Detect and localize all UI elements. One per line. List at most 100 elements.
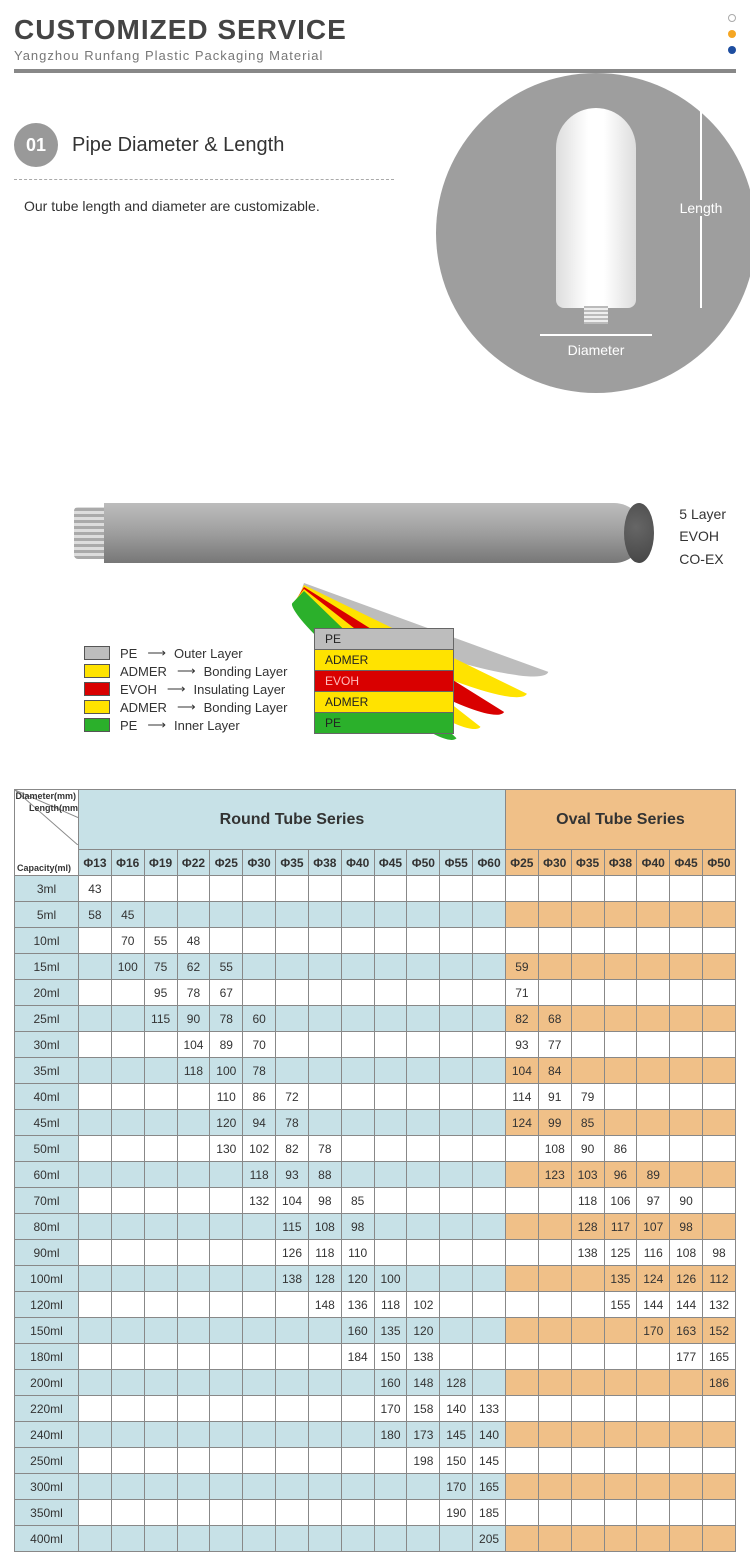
oval-value-cell <box>505 928 538 954</box>
round-value-cell <box>144 1084 177 1110</box>
round-value-cell <box>243 1500 276 1526</box>
oval-value-cell <box>637 1058 670 1084</box>
oval-value-cell <box>538 980 571 1006</box>
round-value-cell <box>473 1266 506 1292</box>
round-value-cell: 94 <box>243 1110 276 1136</box>
diameter-column-header: Φ40 <box>341 850 374 876</box>
round-value-cell <box>111 1318 144 1344</box>
tube-neck-icon <box>584 306 608 324</box>
round-value-cell: 45 <box>111 902 144 928</box>
round-value-cell <box>407 902 440 928</box>
layer-stack-label: EVOH <box>314 670 454 692</box>
legend-role: Bonding Layer <box>204 664 288 679</box>
round-value-cell <box>407 1214 440 1240</box>
round-value-cell: 55 <box>210 954 243 980</box>
oval-value-cell: 99 <box>538 1110 571 1136</box>
oval-value-cell <box>703 1500 736 1526</box>
round-value-cell <box>210 1474 243 1500</box>
round-value-cell <box>374 1032 407 1058</box>
round-value-cell <box>341 1370 374 1396</box>
round-value-cell <box>308 1344 341 1370</box>
round-value-cell <box>177 1084 210 1110</box>
round-value-cell <box>210 876 243 902</box>
table-row: 60ml11893881231039689 <box>15 1162 736 1188</box>
diameter-column-header: Φ25 <box>210 850 243 876</box>
dot-icon <box>728 14 736 22</box>
oval-value-cell <box>637 1500 670 1526</box>
oval-value-cell: 82 <box>505 1006 538 1032</box>
round-value-cell <box>276 954 309 980</box>
oval-value-cell <box>670 1136 703 1162</box>
table-row: 180ml184150138177165 <box>15 1344 736 1370</box>
capacity-cell: 10ml <box>15 928 79 954</box>
round-value-cell <box>473 1240 506 1266</box>
oval-value-cell <box>637 1448 670 1474</box>
oval-value-cell <box>604 1084 637 1110</box>
oval-value-cell <box>505 876 538 902</box>
oval-value-cell <box>637 876 670 902</box>
round-value-cell <box>144 1266 177 1292</box>
round-value-cell: 185 <box>473 1500 506 1526</box>
round-value-cell <box>111 1500 144 1526</box>
round-value-cell <box>473 1344 506 1370</box>
oval-value-cell <box>670 1448 703 1474</box>
round-value-cell <box>177 1292 210 1318</box>
diameter-dimension: Diameter <box>540 342 652 358</box>
oval-value-cell <box>703 1032 736 1058</box>
round-value-cell: 126 <box>276 1240 309 1266</box>
arrow-icon: ⟶ <box>147 717 164 733</box>
table-corner-header: Diameter(mm) Length(mm) Capacity(ml) <box>15 790 79 876</box>
oval-value-cell <box>670 1396 703 1422</box>
round-value-cell: 48 <box>177 928 210 954</box>
round-value-cell <box>243 876 276 902</box>
oval-value-cell <box>538 1318 571 1344</box>
oval-value-cell: 108 <box>538 1136 571 1162</box>
round-value-cell <box>308 1084 341 1110</box>
table-row: 50ml13010282781089086 <box>15 1136 736 1162</box>
round-value-cell <box>243 1422 276 1448</box>
round-value-cell <box>144 876 177 902</box>
round-value-cell <box>79 1370 112 1396</box>
round-value-cell: 160 <box>341 1318 374 1344</box>
round-value-cell <box>79 1058 112 1084</box>
round-value-cell <box>407 1006 440 1032</box>
round-value-cell <box>341 1006 374 1032</box>
round-value-cell <box>177 1344 210 1370</box>
oval-value-cell <box>571 902 604 928</box>
round-value-cell <box>440 876 473 902</box>
round-value-cell <box>144 1058 177 1084</box>
round-value-cell <box>144 1448 177 1474</box>
round-value-cell: 98 <box>308 1188 341 1214</box>
oval-value-cell: 59 <box>505 954 538 980</box>
round-value-cell <box>308 1032 341 1058</box>
oval-value-cell: 107 <box>637 1214 670 1240</box>
round-value-cell <box>111 1136 144 1162</box>
oval-value-cell <box>637 1396 670 1422</box>
round-value-cell <box>79 1318 112 1344</box>
round-value-cell: 115 <box>276 1214 309 1240</box>
divider <box>14 179 394 180</box>
round-value-cell <box>111 1058 144 1084</box>
capacity-cell: 350ml <box>15 1500 79 1526</box>
section-number-badge: 01 <box>14 123 58 167</box>
page-header: CUSTOMIZED SERVICE Yangzhou Runfang Plas… <box>14 14 736 73</box>
oval-value-cell <box>670 980 703 1006</box>
oval-value-cell <box>637 1110 670 1136</box>
layer-legend: PE ⟶ Outer Layer ADMER ⟶ Bonding Layer E… <box>84 643 287 735</box>
round-value-cell <box>473 1058 506 1084</box>
oval-value-cell <box>571 1318 604 1344</box>
round-value-cell: 70 <box>243 1032 276 1058</box>
round-value-cell: 60 <box>243 1006 276 1032</box>
round-value-cell <box>473 1214 506 1240</box>
round-value-cell <box>144 1370 177 1396</box>
round-value-cell: 100 <box>111 954 144 980</box>
oval-value-cell: 108 <box>670 1240 703 1266</box>
round-value-cell <box>374 928 407 954</box>
oval-value-cell <box>571 928 604 954</box>
table-row: 15ml10075625559 <box>15 954 736 980</box>
oval-value-cell <box>538 1422 571 1448</box>
round-value-cell <box>177 1422 210 1448</box>
oval-value-cell: 91 <box>538 1084 571 1110</box>
round-value-cell: 70 <box>111 928 144 954</box>
round-value-cell <box>79 1110 112 1136</box>
